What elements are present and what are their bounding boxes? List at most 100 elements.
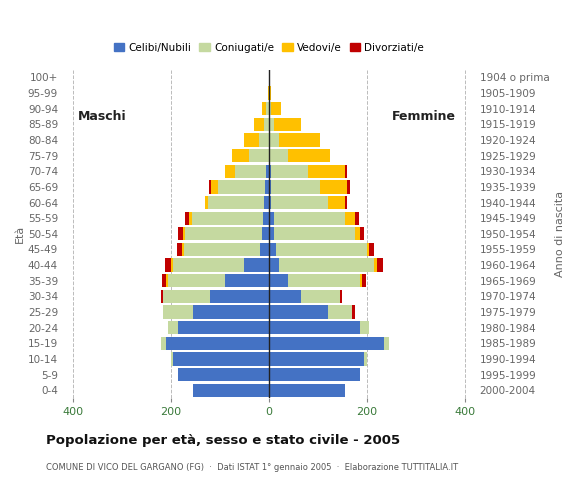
Bar (360, 321, 369, 334)
Bar (224, 274, 269, 288)
Bar (186, 227, 262, 240)
Bar (320, 180, 347, 193)
Bar (269, 384, 345, 397)
Bar (269, 368, 360, 381)
Bar (269, 336, 384, 350)
Bar (265, 180, 269, 193)
Bar (264, 118, 269, 131)
Bar (224, 165, 234, 178)
Bar (269, 180, 271, 193)
Bar (266, 102, 269, 115)
Bar (269, 352, 364, 366)
Y-axis label: Anno di nascita: Anno di nascita (555, 191, 565, 277)
Bar (263, 212, 269, 225)
Bar (173, 352, 269, 366)
Bar (269, 321, 360, 334)
Bar (274, 212, 345, 225)
Bar (168, 274, 224, 288)
Bar (269, 227, 274, 240)
Bar (308, 165, 345, 178)
Bar (218, 180, 265, 193)
Bar (352, 305, 355, 319)
Bar (278, 258, 374, 272)
Bar (269, 258, 278, 272)
Bar (364, 352, 367, 366)
Bar (269, 165, 271, 178)
Bar (345, 212, 355, 225)
Bar (268, 86, 269, 100)
Bar (232, 149, 249, 162)
Bar (274, 118, 301, 131)
Legend: Celibi/Nubili, Coniugati/e, Vedovi/e, Divorziati/e: Celibi/Nubili, Coniugati/e, Vedovi/e, Di… (110, 39, 429, 57)
Bar (234, 165, 266, 178)
Bar (182, 243, 184, 256)
Bar (173, 258, 244, 272)
Text: Popolazione per età, sesso e stato civile - 2005: Popolazione per età, sesso e stato civil… (46, 434, 401, 447)
Bar (186, 212, 190, 225)
Bar (249, 149, 269, 162)
Bar (260, 243, 269, 256)
Bar (269, 274, 288, 288)
Bar (266, 165, 269, 178)
Bar (210, 290, 269, 303)
Bar (269, 133, 278, 147)
Bar (254, 118, 264, 131)
Bar (347, 180, 350, 193)
Bar (183, 227, 186, 240)
Bar (259, 133, 269, 147)
Bar (244, 258, 269, 272)
Bar (269, 196, 271, 209)
Bar (384, 336, 389, 350)
Bar (190, 212, 192, 225)
Text: COMUNE DI VICO DEL GARGANO (FG)  ·  Dati ISTAT 1° gennaio 2005  ·  Elaborazione : COMUNE DI VICO DEL GARGANO (FG) · Dati I… (46, 463, 459, 472)
Bar (166, 336, 269, 350)
Bar (271, 180, 320, 193)
Bar (161, 290, 164, 303)
Bar (171, 352, 173, 366)
Bar (192, 212, 263, 225)
Bar (177, 243, 182, 256)
Y-axis label: Età: Età (15, 225, 25, 243)
Bar (244, 133, 259, 147)
Bar (209, 180, 211, 193)
Bar (211, 180, 218, 193)
Bar (178, 321, 269, 334)
Bar (288, 149, 330, 162)
Bar (165, 258, 171, 272)
Bar (271, 196, 328, 209)
Bar (288, 274, 360, 288)
Bar (274, 227, 355, 240)
Bar (178, 227, 183, 240)
Bar (276, 243, 367, 256)
Bar (328, 305, 352, 319)
Bar (162, 274, 166, 288)
Bar (377, 258, 383, 272)
Bar (269, 290, 301, 303)
Bar (263, 102, 266, 115)
Bar (362, 274, 366, 288)
Bar (193, 305, 269, 319)
Text: Femmine: Femmine (392, 110, 455, 123)
Bar (164, 305, 193, 319)
Bar (355, 227, 360, 240)
Bar (369, 243, 374, 256)
Bar (269, 118, 274, 131)
Bar (345, 165, 347, 178)
Bar (340, 290, 342, 303)
Bar (328, 196, 345, 209)
Bar (193, 384, 269, 397)
Text: Maschi: Maschi (78, 110, 126, 123)
Bar (374, 258, 377, 272)
Bar (271, 165, 308, 178)
Bar (269, 212, 274, 225)
Bar (367, 243, 369, 256)
Bar (269, 102, 271, 115)
Bar (301, 290, 340, 303)
Bar (205, 196, 208, 209)
Bar (269, 86, 271, 100)
Bar (360, 227, 364, 240)
Bar (360, 274, 362, 288)
Bar (269, 305, 328, 319)
Bar (208, 196, 264, 209)
Bar (164, 290, 210, 303)
